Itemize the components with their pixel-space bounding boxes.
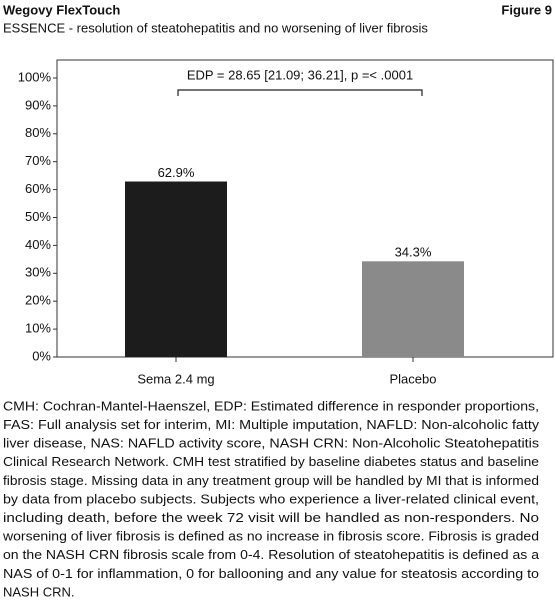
figure-label: Figure 9 (501, 2, 552, 17)
y-tick-label: 60% (25, 181, 51, 196)
y-tick-label: 30% (25, 265, 51, 280)
y-tick-label: 50% (25, 209, 51, 224)
y-tick-label: 100% (18, 69, 52, 84)
x-tick-label: Sema 2.4 mg (137, 371, 214, 386)
y-tick-label: 20% (25, 293, 51, 308)
footnote-line: Clinical Research Network. CMH test stra… (3, 454, 539, 469)
annotation: EDP = 28.65 [21.09; 36.21], p =< .0001 (187, 67, 413, 82)
bar (362, 261, 464, 357)
footnote-line: CMH: Cochran-Mantel-Haenszel, EDP: Estim… (3, 398, 539, 413)
value-label: 62.9% (158, 165, 195, 180)
bracket (177, 89, 423, 96)
bar (125, 181, 227, 357)
chart-title: ESSENCE - resolution of steatohepatitis … (3, 20, 428, 35)
footnote-line: liver disease, NAS: NAFLD activity score… (3, 436, 540, 451)
footnote-line: FAS: Full analysis set for interim, MI: … (3, 417, 540, 432)
footnote-line: NAS of 0-1 for inflammation, 0 for ballo… (3, 566, 539, 581)
y-tick-label: 80% (25, 125, 51, 140)
footnote-line: on the NASH CRN fibrosis scale from 0-4.… (3, 547, 540, 562)
footnote-line: worsening of liver fibrosis is defined a… (2, 529, 539, 544)
footnote-line: by data from placebo subjects. Subjects … (3, 491, 539, 506)
y-tick-label: 0% (32, 348, 51, 363)
header-title: Wegovy FlexTouch (3, 2, 120, 17)
y-tick-label: 70% (25, 153, 51, 168)
footnote-line: NASH CRN. (3, 584, 75, 599)
footnote-line: fibrosis stage. Missing data in any trea… (3, 473, 539, 488)
y-tick-label: 90% (25, 97, 51, 112)
footnote-line: including death, before the week 72 visi… (3, 510, 539, 525)
y-tick-label: 40% (25, 237, 51, 252)
plot-frame (56, 59, 554, 358)
x-tick-label: Placebo (390, 371, 437, 386)
y-tick-label: 10% (25, 321, 51, 336)
value-label: 34.3% (395, 245, 432, 260)
